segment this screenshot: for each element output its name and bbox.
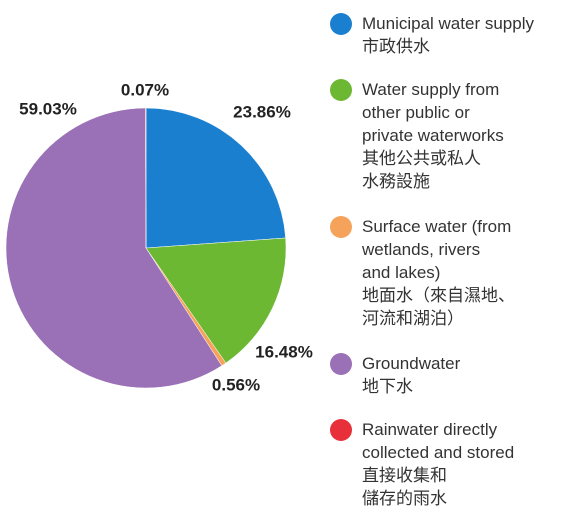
legend-item: Groundwater 地下水 [330, 352, 460, 398]
legend-item: Municipal water supply 市政供水 [330, 12, 534, 58]
legend-swatch [330, 353, 352, 375]
legend-label: Municipal water supply 市政供水 [362, 14, 534, 56]
pie-slice [145, 237, 287, 364]
legend-swatch [330, 79, 352, 101]
data-label: 59.03% [19, 99, 77, 118]
legend-label: Rainwater directly collected and stored … [362, 420, 515, 508]
legend-swatch [330, 216, 352, 238]
pie-slice [145, 107, 286, 249]
legend-label: Surface water (from wetlands, rivers and… [362, 217, 515, 328]
legend-item: Water supply from other public or privat… [330, 78, 504, 193]
legend-item: Surface water (from wetlands, rivers and… [330, 215, 515, 330]
pie-slice [5, 107, 223, 389]
legend-swatch [330, 13, 352, 35]
pie-slice [145, 107, 147, 249]
legend-label: Groundwater 地下水 [362, 354, 461, 396]
data-label: 0.56% [212, 375, 260, 394]
legend-swatch [330, 419, 352, 441]
data-label: 23.86% [233, 102, 291, 121]
data-label: 16.48% [255, 342, 313, 361]
legend-label: Water supply from other public or privat… [362, 80, 504, 191]
data-label: 0.07% [121, 80, 169, 99]
legend-item: Rainwater directly collected and stored … [330, 418, 514, 509]
